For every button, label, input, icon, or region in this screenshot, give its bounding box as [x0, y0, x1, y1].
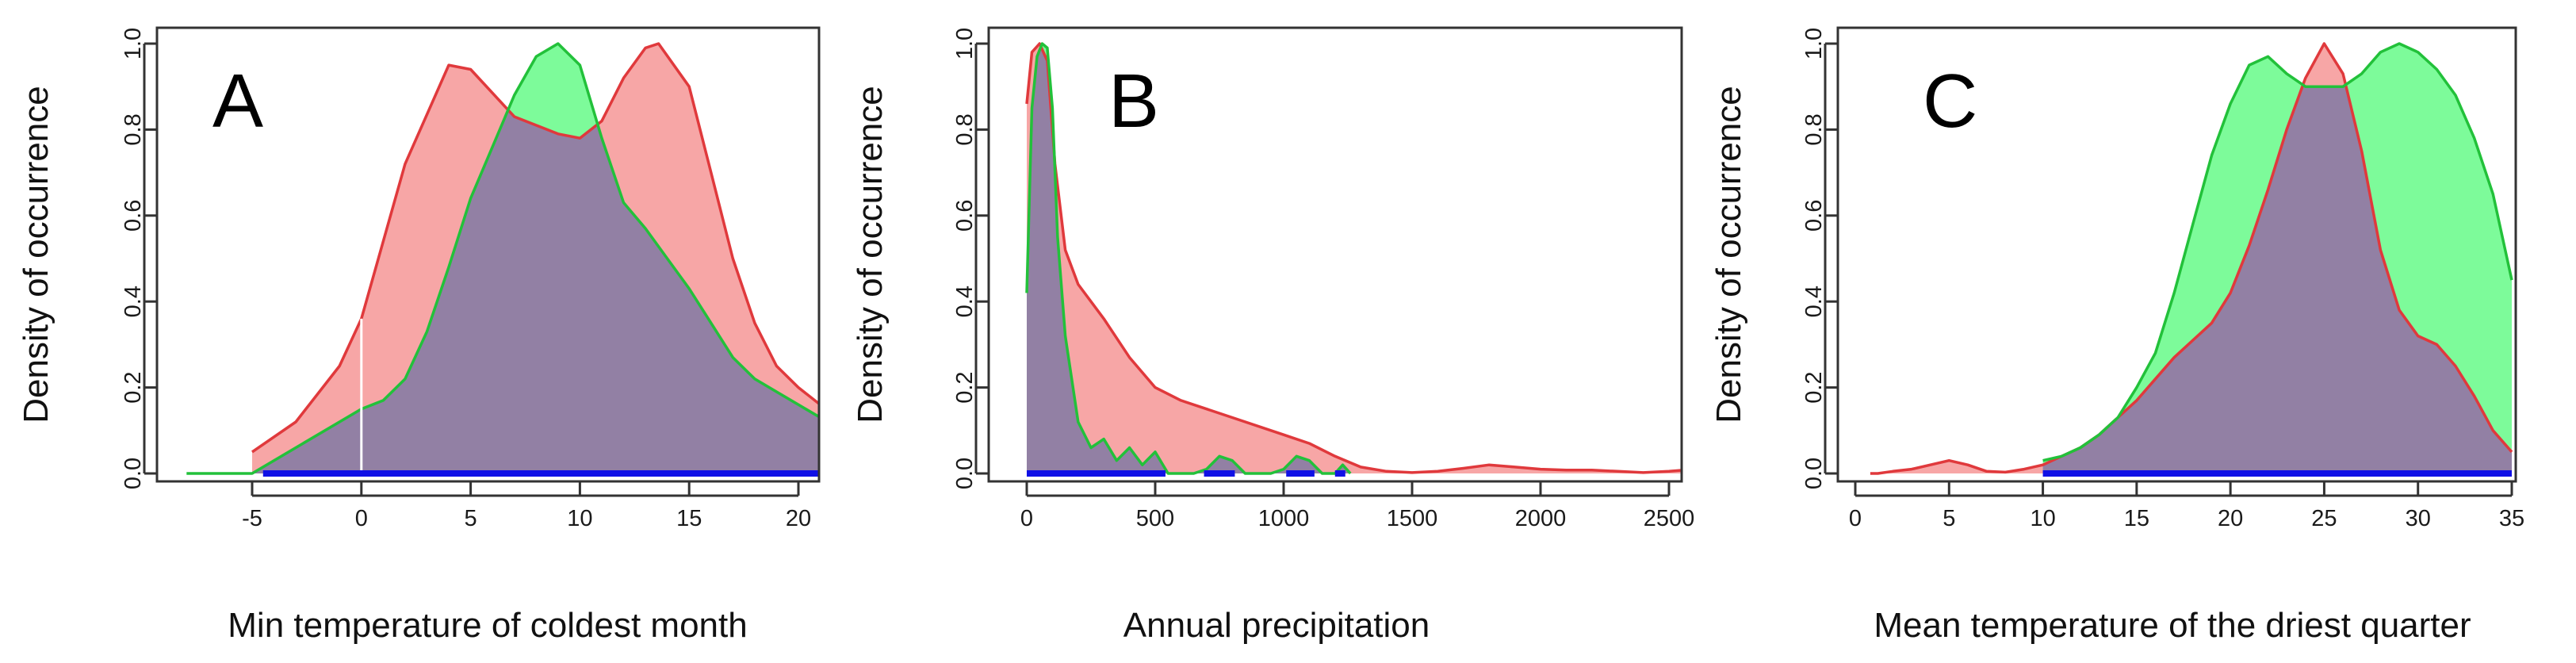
panel-a-y-label: Density of occurrence — [17, 86, 56, 423]
panel-b: 0 500 1000 1500 2000 2500 0.00.20.40.60.81.0 … — [851, 26, 1694, 645]
panel-a-x-tick-label: 15 — [676, 506, 702, 531]
panel-c-y-axis: 0.0 0.2 0.4 0.6 0.8 1.0 — [1801, 28, 1838, 489]
panel-a-y-tick-label: 1.0 — [121, 28, 146, 59]
panel-b-plot-area — [1025, 42, 1682, 477]
panel-b-x-tick-label: 500 — [1136, 506, 1174, 531]
panel-a-series-green-line — [186, 42, 819, 475]
panel-c-x-tick-label: 0 — [1849, 506, 1862, 531]
panel-a-y-tick-label: 0.8 — [121, 113, 146, 145]
panel-c-x-tick-label: 5 — [1943, 506, 1955, 531]
panel-a-series-red-line — [251, 42, 819, 454]
panel-c-x-tick-label: 15 — [2124, 506, 2149, 531]
panel-c-x-label: Mean temperature of the driest quarter — [1874, 606, 2471, 645]
panel-c-frame — [1836, 26, 2517, 483]
panel-a-x-axis: -5 0 5 10 15 20 — [242, 481, 811, 531]
panel-a-y-tick-label: 0.4 — [121, 286, 146, 317]
panel-c-x-tick-label: 30 — [2406, 506, 2431, 531]
panel-c-letter: C — [1923, 59, 1977, 144]
panel-b-x-tick-label: 2000 — [1515, 506, 1567, 531]
panel-a-x-label: Min temperature of coldest month — [228, 606, 747, 645]
panel-c-x-tick-label: 20 — [2218, 506, 2243, 531]
panel-b-letter: B — [1108, 59, 1159, 144]
panel-b-x-axis: 0 500 1000 1500 2000 2500 — [1020, 481, 1694, 531]
panel-c-y-tick-label: 0.0 — [1801, 458, 1827, 489]
panel-b-y-tick-label: 0.2 — [952, 371, 978, 403]
panel-b-series-green-line — [1025, 42, 1352, 475]
panel-c-series-green-line — [2042, 42, 2513, 462]
panel-c-x-tick-label: 35 — [2499, 506, 2524, 531]
panel-b-overlap-area — [1027, 44, 1351, 473]
panel-c-y-tick-label: 1.0 — [1801, 28, 1827, 59]
panel-b-x-tick-label: 0 — [1020, 506, 1033, 531]
panel-c-y-tick-label: 0.2 — [1801, 371, 1827, 403]
panel-a-overlap-area — [252, 44, 819, 473]
panel-c-x-axis: 0 5 10 15 20 25 30 35 — [1849, 481, 2524, 531]
panel-c-y-tick-label: 0.8 — [1801, 113, 1827, 145]
panel-b-y-tick-label: 0.0 — [952, 458, 978, 489]
panel-a-plot-area — [186, 42, 819, 477]
panel-c-y-label: Density of occurrence — [1709, 86, 1748, 423]
panel-a-letter: A — [212, 59, 263, 144]
panel-b-series-red-line — [1025, 42, 1682, 474]
panel-a-x-tick-label: 20 — [786, 506, 811, 531]
panel-a-x-tick-label: 5 — [465, 506, 477, 531]
panel-a: -5 0 5 10 15 20 0.0 0.2 0.4 0.6 0.8 1.0 A Min temp… — [17, 26, 821, 645]
panel-c-plot-area — [1870, 42, 2513, 477]
panel-c-y-tick-label: 0.6 — [1801, 200, 1827, 232]
panel-c-x-tick-label: 10 — [2030, 506, 2055, 531]
panel-b-y-tick-label: 0.4 — [952, 286, 978, 317]
panel-b-frame — [987, 26, 1683, 483]
panel-a-y-tick-label: 0.0 — [121, 458, 146, 489]
panel-c-y-tick-label: 0.4 — [1801, 286, 1827, 317]
panel-a-frame — [155, 26, 821, 483]
panel-a-y-axis: 0.0 0.2 0.4 0.6 0.8 1.0 — [121, 28, 157, 489]
panel-b-series-red-area — [1027, 44, 1682, 473]
panel-b-x-tick-label: 2500 — [1644, 506, 1695, 531]
panel-b-y-tick-label: 0.8 — [952, 113, 978, 145]
panel-b-y-tick-label: 0.6 — [952, 200, 978, 232]
panel-b-x-tick-label: 1000 — [1258, 506, 1310, 531]
panel-b-x-label: Annual precipitation — [1123, 606, 1430, 645]
panel-b-y-label: Density of occurrence — [851, 86, 890, 423]
panel-c-x-tick-label: 25 — [2311, 506, 2337, 531]
panel-a-y-tick-label: 0.2 — [121, 371, 146, 403]
panel-b-x-tick-label: 1500 — [1387, 506, 1438, 531]
panel-a-y-tick-label: 0.6 — [121, 200, 146, 232]
panel-b-y-axis: 0.0 0.2 0.4 0.6 0.8 1.0 — [952, 28, 989, 489]
panel-c: 0 5 10 15 20 25 30 35 0.0 0.2 0.4 0.6 0.8 1.0 C Mean… — [1709, 26, 2524, 645]
panel-c-series-red-line — [1870, 42, 2513, 475]
panel-b-y-tick-label: 1.0 — [952, 28, 978, 59]
panel-a-x-tick-label: 0 — [355, 506, 368, 531]
panel-a-x-tick-label: 10 — [567, 506, 592, 531]
panel-a-x-tick-label: -5 — [242, 506, 262, 531]
